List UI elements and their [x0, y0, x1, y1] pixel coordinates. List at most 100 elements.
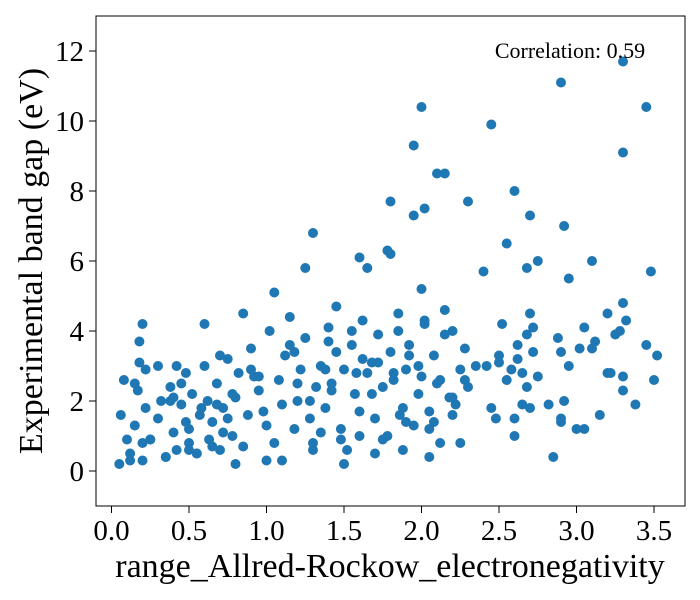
data-point [311, 382, 322, 392]
data-point [134, 336, 145, 347]
data-point [331, 347, 342, 357]
data-point [556, 77, 566, 88]
data-point [289, 424, 300, 434]
data-point [202, 396, 213, 406]
data-point [413, 389, 424, 399]
data-point [156, 396, 167, 406]
data-point [490, 413, 501, 424]
data-point [618, 56, 628, 67]
data-point [370, 413, 380, 424]
data-point [528, 347, 539, 357]
data-point [393, 326, 404, 336]
data-point [388, 375, 399, 385]
data-point [373, 329, 384, 340]
data-point [137, 319, 148, 329]
data-point [227, 431, 238, 441]
data-point [509, 431, 520, 441]
data-points [114, 56, 663, 469]
data-point [357, 315, 368, 326]
data-point [439, 168, 450, 179]
data-point [349, 389, 360, 399]
data-point [354, 431, 365, 441]
data-point [308, 438, 318, 448]
data-point [335, 424, 346, 434]
correlation-annotation: Correlation: 0.59 [495, 38, 645, 63]
data-point [559, 221, 570, 231]
data-point [222, 413, 233, 424]
data-point [331, 301, 342, 312]
data-point [594, 410, 605, 420]
data-point [428, 417, 439, 427]
data-point [543, 399, 554, 410]
data-point [509, 186, 520, 196]
data-point [295, 364, 306, 375]
data-point [563, 361, 574, 371]
data-point [238, 308, 249, 319]
data-point [618, 385, 628, 396]
data-point [227, 389, 238, 399]
x-tick-label: 3.0 [558, 515, 594, 547]
data-point [556, 347, 566, 357]
data-point [339, 459, 349, 469]
data-point [435, 438, 446, 448]
data-point [393, 308, 404, 319]
data-point [408, 420, 419, 431]
data-point [497, 319, 508, 329]
x-tick-label: 2.0 [403, 515, 439, 547]
data-point [652, 350, 663, 361]
data-point [401, 417, 411, 427]
data-point [114, 459, 125, 469]
data-point [435, 375, 446, 385]
data-point [362, 368, 373, 378]
data-point [559, 396, 570, 406]
data-point [455, 364, 466, 375]
data-point [579, 424, 590, 434]
data-point [416, 284, 427, 294]
data-point [416, 102, 427, 112]
data-point [253, 385, 264, 396]
data-point [218, 427, 229, 438]
data-point [377, 382, 388, 392]
data-point [129, 420, 140, 431]
data-point [199, 319, 210, 329]
data-point [280, 350, 291, 361]
data-point [517, 368, 528, 378]
data-point [408, 210, 419, 221]
data-point [413, 361, 424, 371]
data-point [207, 441, 218, 452]
data-point [401, 364, 411, 375]
data-point [552, 333, 563, 343]
data-point [315, 427, 326, 438]
data-point [447, 392, 458, 403]
data-point [261, 455, 272, 466]
data-point [397, 445, 408, 455]
data-point [211, 378, 222, 389]
data-point [621, 315, 632, 326]
data-point [419, 315, 430, 326]
data-point [346, 326, 357, 336]
data-point [320, 364, 331, 375]
data-point [308, 445, 318, 455]
data-point [506, 364, 517, 375]
data-point [587, 256, 597, 266]
x-axis-ticks: 0.0 0.5 1.0 1.5 2.0 2.5 3.0 3.5 [93, 506, 672, 547]
y-tick-label: 10 [55, 106, 84, 138]
data-point [300, 333, 311, 343]
data-point [404, 340, 415, 350]
data-point [176, 378, 187, 389]
data-point [122, 434, 132, 445]
data-point [447, 326, 458, 336]
data-point [521, 382, 532, 392]
data-point [323, 336, 334, 347]
data-point [428, 350, 439, 361]
data-point [269, 287, 280, 298]
data-point [563, 273, 574, 284]
data-point [382, 245, 393, 256]
data-point [394, 410, 405, 420]
data-point [455, 438, 466, 448]
data-point [335, 434, 346, 445]
data-point [292, 378, 303, 389]
data-point [521, 263, 532, 273]
data-point [137, 438, 148, 448]
data-point [326, 385, 337, 396]
